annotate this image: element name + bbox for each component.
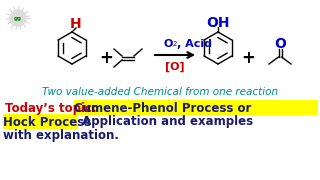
Text: Today’s topic:: Today’s topic: <box>5 102 101 114</box>
Text: +: + <box>99 49 113 67</box>
Text: O: O <box>274 37 286 51</box>
Text: Cumene-Phenol Process or: Cumene-Phenol Process or <box>74 102 252 114</box>
Text: OH: OH <box>206 16 230 30</box>
Text: H: H <box>70 17 82 31</box>
Text: +: + <box>241 49 255 67</box>
Circle shape <box>10 10 26 26</box>
Text: Hock Process: Hock Process <box>3 116 91 129</box>
FancyBboxPatch shape <box>3 114 78 129</box>
Text: with explanation.: with explanation. <box>3 129 119 143</box>
Text: [O]: [O] <box>165 62 185 72</box>
Text: gg: gg <box>14 15 22 21</box>
Text: Two value-added Chemical from one reaction: Two value-added Chemical from one reacti… <box>42 87 278 97</box>
Text: 2: 2 <box>173 41 177 47</box>
FancyBboxPatch shape <box>74 100 318 115</box>
Text: O: O <box>164 39 173 49</box>
Text: , Acid: , Acid <box>177 39 212 49</box>
Text: Application and examples: Application and examples <box>78 116 253 129</box>
